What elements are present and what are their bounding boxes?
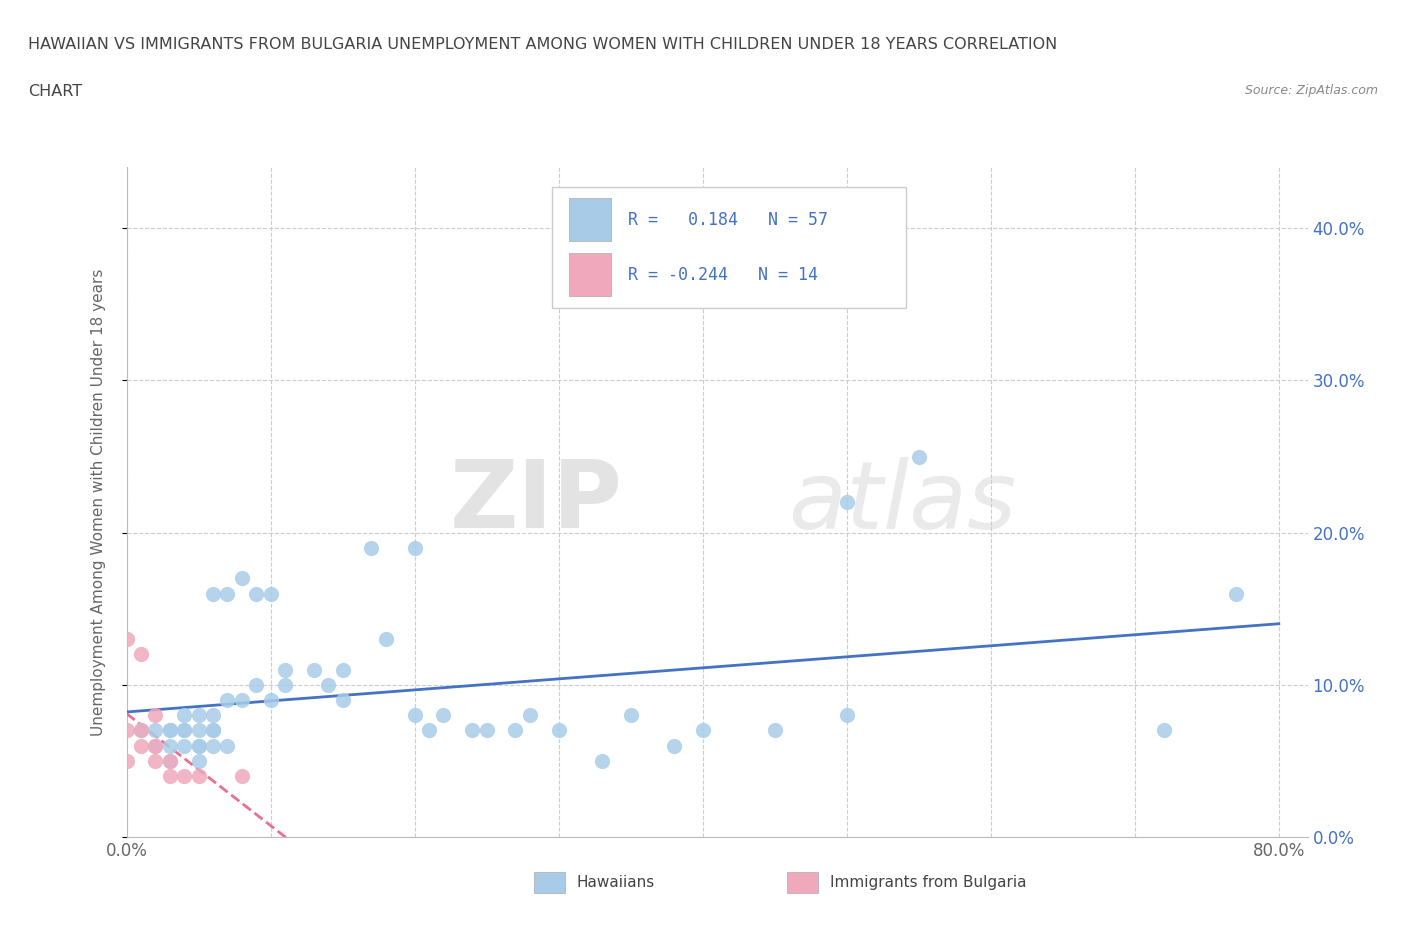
Text: R = -0.244   N = 14: R = -0.244 N = 14 [628, 266, 818, 284]
Text: Immigrants from Bulgaria: Immigrants from Bulgaria [830, 875, 1026, 890]
Point [763, 723, 786, 737]
Point [591, 753, 613, 768]
Point [187, 723, 209, 737]
Text: ZIP: ZIP [450, 457, 623, 548]
Point [1153, 723, 1175, 737]
Point [173, 738, 195, 753]
Text: R =   0.184   N = 57: R = 0.184 N = 57 [628, 210, 828, 229]
Point [143, 738, 166, 753]
Point [201, 723, 224, 737]
Text: Hawaiians: Hawaiians [576, 875, 655, 890]
Point [115, 753, 138, 768]
Point [159, 769, 181, 784]
Point [302, 662, 325, 677]
Point [332, 662, 354, 677]
Point [187, 738, 209, 753]
Point [662, 738, 685, 753]
FancyBboxPatch shape [551, 188, 905, 308]
Point [332, 693, 354, 708]
Point [245, 677, 267, 692]
Text: HAWAIIAN VS IMMIGRANTS FROM BULGARIA UNEMPLOYMENT AMONG WOMEN WITH CHILDREN UNDE: HAWAIIAN VS IMMIGRANTS FROM BULGARIA UNE… [28, 37, 1057, 52]
Point [159, 723, 181, 737]
Point [519, 708, 541, 723]
Y-axis label: Unemployment Among Women with Children Under 18 years: Unemployment Among Women with Children U… [91, 269, 105, 736]
Point [274, 677, 297, 692]
Point [129, 723, 152, 737]
Point [547, 723, 569, 737]
Point [187, 738, 209, 753]
Text: atlas: atlas [787, 457, 1017, 548]
Text: Source: ZipAtlas.com: Source: ZipAtlas.com [1244, 84, 1378, 97]
Point [115, 723, 138, 737]
Point [274, 662, 297, 677]
Point [129, 647, 152, 662]
Point [129, 723, 152, 737]
Point [143, 708, 166, 723]
Point [187, 769, 209, 784]
Point [201, 723, 224, 737]
Point [404, 540, 426, 555]
Text: CHART: CHART [28, 84, 82, 99]
Point [231, 769, 253, 784]
Point [159, 753, 181, 768]
Bar [569, 253, 610, 297]
Point [620, 708, 643, 723]
Point [201, 738, 224, 753]
Point [159, 738, 181, 753]
Point [231, 571, 253, 586]
Point [143, 753, 166, 768]
Point [129, 738, 152, 753]
Point [259, 693, 281, 708]
Point [360, 540, 382, 555]
Point [201, 708, 224, 723]
Point [692, 723, 714, 737]
Point [259, 586, 281, 601]
Point [505, 723, 527, 737]
Point [187, 708, 209, 723]
Point [159, 753, 181, 768]
Point [115, 631, 138, 646]
Point [316, 677, 339, 692]
Point [173, 723, 195, 737]
Point [201, 586, 224, 601]
Point [173, 723, 195, 737]
Point [173, 708, 195, 723]
Point [374, 631, 396, 646]
Point [432, 708, 454, 723]
Point [143, 723, 166, 737]
Point [143, 738, 166, 753]
Point [1225, 586, 1247, 601]
Point [217, 738, 239, 753]
Point [461, 723, 484, 737]
Point [217, 693, 239, 708]
Point [418, 723, 440, 737]
Point [835, 708, 858, 723]
Point [245, 586, 267, 601]
Point [231, 693, 253, 708]
Point [907, 449, 929, 464]
Point [475, 723, 498, 737]
Point [159, 723, 181, 737]
Point [187, 753, 209, 768]
Point [835, 495, 858, 510]
Point [173, 769, 195, 784]
Bar [569, 198, 610, 242]
Point [217, 586, 239, 601]
Point [404, 708, 426, 723]
